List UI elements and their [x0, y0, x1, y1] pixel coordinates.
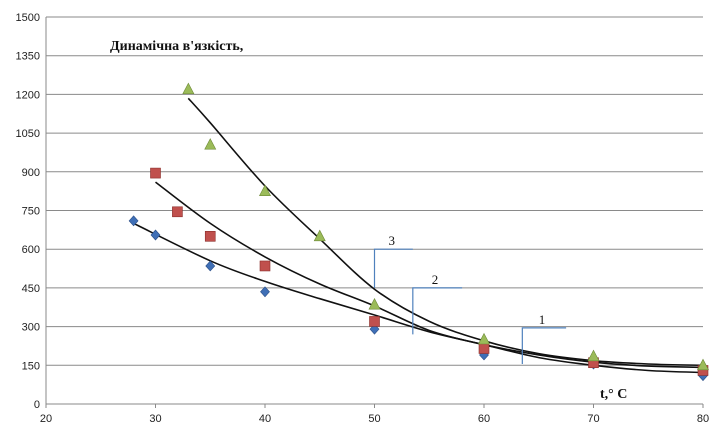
callout-leader-2	[412, 287, 463, 335]
point-series-1	[205, 260, 216, 272]
x-tick-label: 70	[587, 413, 599, 425]
y-tick-label: 150	[22, 360, 40, 372]
y-tick-label: 1050	[16, 128, 40, 140]
trend-lines	[133, 97, 704, 374]
trendline-1	[133, 222, 704, 374]
point-series-3	[587, 349, 600, 362]
point-series-3	[259, 184, 271, 196]
x-tick-label: 50	[368, 413, 380, 425]
point-series-3	[368, 298, 381, 310]
y-tick-labels: 0 150 300 450 600 750 900 1050 1200 1350 1500	[16, 12, 40, 411]
point-series-1	[128, 215, 139, 227]
curve-label-2: 2	[432, 272, 439, 287]
point-series-2	[369, 316, 380, 327]
y-tick-label: 600	[22, 244, 40, 256]
y-tick-label: 1350	[16, 51, 40, 63]
curve-callouts: 3 2 1	[373, 233, 567, 365]
x-tick-label: 30	[149, 413, 161, 425]
y-tick-label: 900	[22, 167, 40, 179]
y-tick-label: 1500	[16, 12, 40, 24]
point-series-3	[478, 332, 490, 345]
x-tick-labels: 20 30 40 50 60 70 80	[40, 413, 709, 425]
point-series-2	[204, 231, 216, 242]
chart-title: Динамічна в'язкість,	[110, 39, 243, 54]
point-series-1	[260, 286, 270, 298]
point-series-2	[172, 206, 183, 218]
x-tick-label: 60	[478, 413, 490, 425]
point-series-3	[697, 358, 709, 371]
trendline-2	[155, 181, 704, 369]
x-tick-label: 20	[40, 413, 52, 425]
callout-leader-3	[373, 248, 413, 288]
y-tick-label: 0	[34, 399, 40, 411]
point-series-3	[204, 138, 217, 150]
y-tick-label: 1200	[16, 89, 40, 101]
curve-label-3: 3	[388, 233, 395, 248]
point-series-3	[313, 229, 326, 242]
y-tick-label: 450	[22, 283, 40, 295]
curve-label-1: 1	[539, 312, 546, 327]
point-series-2	[259, 260, 271, 272]
gridlines	[46, 16, 703, 366]
point-series-2	[150, 167, 161, 179]
point-series-2	[478, 343, 490, 354]
y-tick-label: 750	[22, 206, 40, 218]
trendline-3	[187, 97, 704, 367]
x-tick-label: 40	[259, 413, 271, 425]
callout-leader-1	[521, 327, 567, 365]
point-series-1	[150, 229, 161, 241]
y-tick-label: 300	[22, 322, 40, 334]
point-series-3	[182, 82, 195, 95]
data-points	[128, 82, 709, 382]
axes	[45, 17, 704, 408]
x-tick-label: 80	[697, 413, 709, 425]
x-axis-label: t,° C	[600, 387, 627, 402]
